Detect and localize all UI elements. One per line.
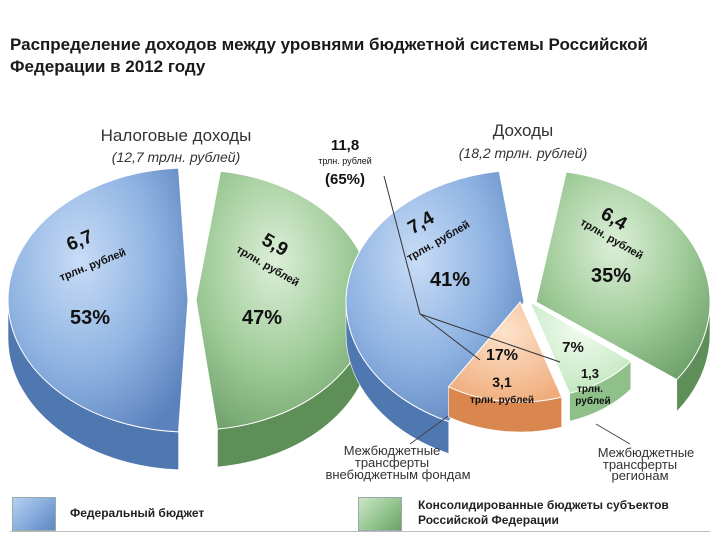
pie2-callout-percent: (65%) <box>325 171 365 188</box>
pie2-label-transfers-value: 1,3 <box>581 366 599 381</box>
pie2-label-offbudget-value: 3,1 <box>492 374 512 390</box>
pie2-label-offbudget-percent: 17% <box>486 347 518 364</box>
pie1-slice-regional <box>196 171 372 467</box>
pie2-caption-regions-leader <box>596 424 630 444</box>
pie1-title: Налоговые доходы <box>101 126 252 145</box>
pie2-label-transfers-unit-1: трлн. <box>577 384 603 395</box>
pie2-label-transfers-unit-2: рублей <box>575 395 610 407</box>
legend-label-regional: Консолидированные бюджеты субъектов Росс… <box>418 498 688 528</box>
pie2-title: Доходы <box>493 121 554 140</box>
legend-divider <box>10 531 710 532</box>
legend-swatch-regional <box>358 497 402 531</box>
pie2-callout-value: 11,8 <box>331 137 359 154</box>
pie2-subtitle: (18,2 трлн. рублей) <box>459 145 588 161</box>
pie2-caption-regions-3: регионам <box>611 468 668 483</box>
pie1-subtitle: (12,7 трлн. рублей) <box>112 149 241 165</box>
pie2-label-federal-percent: 41% <box>430 269 470 291</box>
pie2-label-regional-percent: 35% <box>591 265 631 287</box>
pie2-callout-unit: трлн. рублей <box>318 156 372 166</box>
pie1-label-federal-percent: 53% <box>70 307 110 329</box>
pie2-label-transfers-percent: 7% <box>562 339 584 356</box>
legend-swatch-federal <box>12 497 56 531</box>
pie2-caption-offbudget-3: внебюджетным фондам <box>325 467 470 482</box>
pie1-label-regional-percent: 47% <box>242 307 282 329</box>
legend-label-federal: Федеральный бюджет <box>70 506 204 521</box>
pie2-label-offbudget-unit: трлн. рублей <box>470 394 534 406</box>
